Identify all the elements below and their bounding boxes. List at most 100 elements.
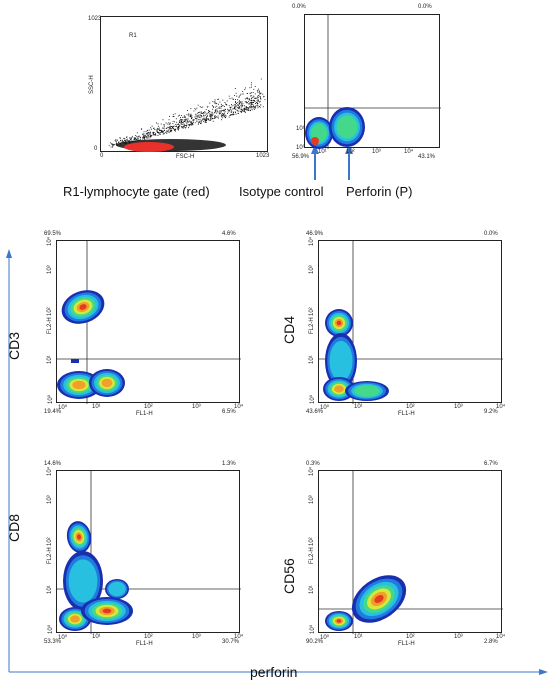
scatter-ylabel: SSC-H bbox=[89, 75, 95, 94]
caption-isotype: Isotype control bbox=[239, 184, 324, 199]
cd56-perforin-plot bbox=[318, 470, 503, 634]
cd8-xlabel: FL1-H bbox=[136, 641, 153, 647]
cd8-bl-pct: 53.3% bbox=[44, 639, 62, 645]
caption-perforin: Perforin (P) bbox=[346, 184, 413, 199]
cd56-y-tick: 10¹ bbox=[309, 585, 315, 594]
scatter-x-right: 1023 bbox=[256, 153, 270, 159]
label-perforin: perforin bbox=[250, 664, 298, 680]
cd4-xlabel: FL1-H bbox=[398, 411, 415, 417]
cd56-br-pct: 2.8% bbox=[484, 639, 498, 645]
iso-x-tick-2: 10² bbox=[346, 149, 355, 155]
isotype-density bbox=[305, 15, 441, 149]
isotype-plot bbox=[304, 14, 441, 149]
scatter-dots bbox=[108, 78, 266, 148]
iso-br-pct: 43.1% bbox=[418, 154, 436, 160]
scatter-xlabel: FSC-H bbox=[176, 154, 195, 160]
cd4-perforin-plot bbox=[318, 240, 503, 404]
cd4-br-pct: 9.2% bbox=[484, 409, 498, 415]
cd4-y-tick: 10² bbox=[309, 307, 315, 316]
cd4-y-tick: 10³ bbox=[309, 265, 315, 274]
cd3-x-tick: 10⁴ bbox=[234, 404, 244, 410]
cd8-x-tick: 10⁰ bbox=[58, 635, 68, 641]
cd3-br-pct: 6.5% bbox=[222, 409, 236, 415]
cd3-tl-pct: 69.5% bbox=[44, 231, 62, 237]
cd8-br-pct: 30.7% bbox=[222, 639, 240, 645]
cd3-tr-pct: 4.6% bbox=[222, 231, 236, 237]
cd8-y-tick: 10² bbox=[47, 537, 53, 546]
cd8-tr-pct: 1.3% bbox=[222, 461, 236, 467]
scatter-x-zero: 0 bbox=[100, 153, 104, 159]
label-cd56: CD56 bbox=[281, 558, 297, 594]
cd4-x-tick: 10² bbox=[406, 404, 415, 410]
cd56-x-tick: 10¹ bbox=[354, 634, 363, 640]
cd4-y-tick: 10¹ bbox=[309, 355, 315, 364]
cd4-ylabel: FL2-H bbox=[309, 317, 315, 334]
scatter-points bbox=[108, 78, 266, 152]
cd4-y-tick: 10⁰ bbox=[310, 394, 316, 404]
cd4-x-tick: 10³ bbox=[454, 404, 463, 410]
cd8-ylabel: FL2-H bbox=[47, 547, 53, 564]
cd3-x-tick: 10⁰ bbox=[58, 405, 68, 411]
cd3-density bbox=[57, 241, 241, 404]
cd56-y-tick: 10⁰ bbox=[310, 624, 316, 634]
iso-y-tick-1: 10¹ bbox=[296, 126, 305, 132]
label-cd4: CD4 bbox=[281, 315, 297, 344]
iso-tr-pct: 0.0% bbox=[418, 4, 432, 10]
cd3-y-tick: 10⁰ bbox=[48, 394, 54, 404]
caption-gate: R1-lymphocyte gate (red) bbox=[63, 184, 210, 199]
cd56-y-tick: 10² bbox=[309, 537, 315, 546]
cd56-y-tick: 10⁴ bbox=[309, 466, 315, 476]
cd4-tr-pct: 0.0% bbox=[484, 231, 498, 237]
r1-gate-region bbox=[124, 142, 174, 152]
cd8-x-tick: 10¹ bbox=[92, 634, 101, 640]
cd8-tl-pct: 14.6% bbox=[44, 461, 62, 467]
cd3-xlabel: FL1-H bbox=[136, 411, 153, 417]
iso-x-tick-3: 10³ bbox=[372, 149, 381, 155]
label-cd3: CD3 bbox=[6, 331, 22, 360]
cd4-tl-pct: 46.9% bbox=[306, 231, 324, 237]
cd56-x-tick: 10⁰ bbox=[320, 635, 330, 641]
scatter-y-bottom: 0 bbox=[94, 146, 98, 152]
cd4-x-tick: 10⁴ bbox=[496, 404, 506, 410]
cd8-y-tick: 10³ bbox=[47, 495, 53, 504]
cd3-y-tick: 10² bbox=[47, 307, 53, 316]
cd56-density bbox=[319, 471, 503, 634]
cd3-perforin-plot bbox=[56, 240, 241, 404]
cd56-x-tick: 10² bbox=[406, 634, 415, 640]
cd56-bl-pct: 90.2% bbox=[306, 639, 324, 645]
fsc-ssc-scatter: R1 bbox=[100, 16, 268, 152]
scatter-y-top: 1023 bbox=[88, 16, 102, 22]
cd4-x-tick: 10¹ bbox=[354, 404, 363, 410]
iso-y-tick-0: 10⁰ bbox=[296, 145, 306, 151]
cd8-density bbox=[57, 471, 241, 634]
cd4-x-tick: 10⁰ bbox=[320, 405, 330, 411]
cd3-x-tick: 10¹ bbox=[92, 404, 101, 410]
cd56-xlabel: FL1-H bbox=[398, 641, 415, 647]
cd3-x-tick: 10³ bbox=[192, 404, 201, 410]
cd56-x-tick: 10⁴ bbox=[496, 634, 506, 640]
cd56-ylabel: FL2-H bbox=[309, 547, 315, 564]
cd3-y-tick: 10³ bbox=[47, 265, 53, 274]
cd4-density bbox=[319, 241, 503, 404]
cd56-y-tick: 10³ bbox=[309, 495, 315, 504]
iso-x-tick-4: 10⁴ bbox=[404, 149, 414, 155]
cd8-y-tick: 10¹ bbox=[47, 585, 53, 594]
cd3-y-tick: 10¹ bbox=[47, 355, 53, 364]
iso-bl-pct: 56.9% bbox=[292, 154, 310, 160]
cd8-x-tick: 10² bbox=[144, 634, 153, 640]
cd3-y-tick: 10⁴ bbox=[47, 236, 53, 246]
cd3-ylabel: FL2-H bbox=[47, 317, 53, 334]
cd4-bl-pct: 43.6% bbox=[306, 409, 324, 415]
cd56-tr-pct: 6.7% bbox=[484, 461, 498, 467]
cd8-perforin-plot bbox=[56, 470, 241, 634]
cd56-tl-pct: 0.3% bbox=[306, 461, 320, 467]
cd3-bl-pct: 19.4% bbox=[44, 409, 62, 415]
cd8-x-tick: 10³ bbox=[192, 634, 201, 640]
cd4-y-tick: 10⁴ bbox=[309, 236, 315, 246]
gate-label: R1 bbox=[129, 33, 137, 39]
iso-tl-pct: 0.0% bbox=[292, 4, 306, 10]
label-cd8: CD8 bbox=[6, 513, 22, 542]
cd8-y-tick: 10⁰ bbox=[48, 624, 54, 634]
cd3-x-tick: 10² bbox=[144, 404, 153, 410]
